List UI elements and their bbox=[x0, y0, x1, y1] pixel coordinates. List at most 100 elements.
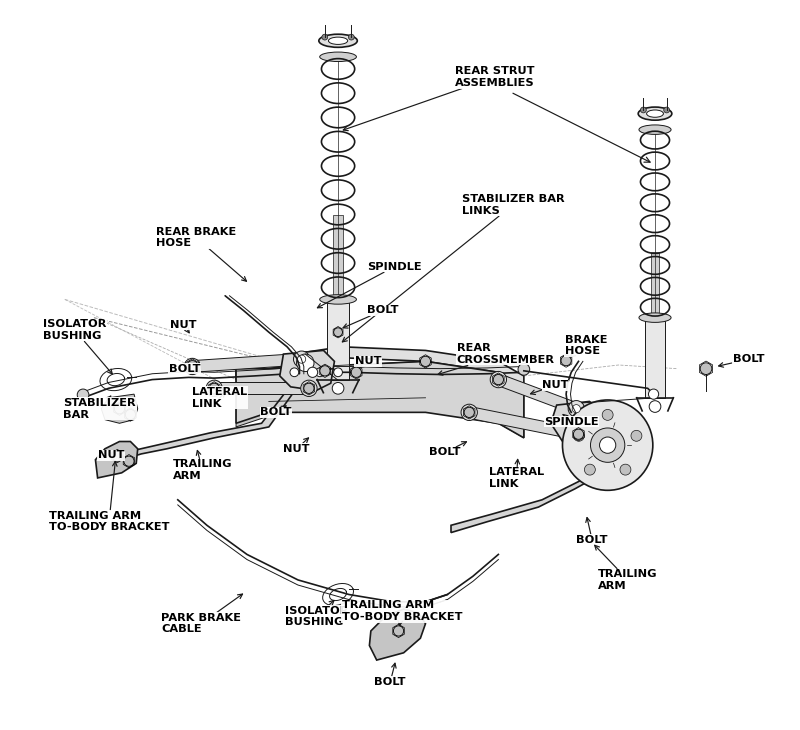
Text: REAR
CROSSMEMBER: REAR CROSSMEMBER bbox=[438, 343, 555, 375]
Text: ISOLATOR
BUSHING: ISOLATOR BUSHING bbox=[285, 600, 348, 627]
Circle shape bbox=[599, 437, 616, 453]
Text: SPINDLE: SPINDLE bbox=[544, 415, 599, 427]
Circle shape bbox=[649, 401, 661, 412]
Circle shape bbox=[572, 404, 581, 412]
Circle shape bbox=[124, 456, 134, 466]
Text: BOLT: BOLT bbox=[169, 364, 201, 374]
Text: NUT: NUT bbox=[98, 450, 125, 461]
Text: BOLT: BOLT bbox=[576, 518, 608, 545]
Circle shape bbox=[114, 404, 125, 414]
Bar bbox=[333, 215, 343, 299]
Circle shape bbox=[184, 358, 201, 374]
Circle shape bbox=[421, 356, 430, 366]
Ellipse shape bbox=[646, 110, 663, 118]
Circle shape bbox=[294, 351, 310, 367]
Text: TRAILING
ARM: TRAILING ARM bbox=[594, 545, 658, 591]
Polygon shape bbox=[236, 347, 524, 387]
Circle shape bbox=[561, 356, 571, 366]
Circle shape bbox=[574, 429, 584, 439]
Circle shape bbox=[461, 404, 478, 420]
Polygon shape bbox=[95, 442, 138, 478]
Text: PARK BRAKE
CABLE: PARK BRAKE CABLE bbox=[161, 594, 242, 634]
Text: TRAILING
ARM: TRAILING ARM bbox=[173, 450, 232, 481]
Circle shape bbox=[298, 355, 306, 364]
Circle shape bbox=[297, 354, 314, 372]
Circle shape bbox=[332, 383, 344, 394]
Circle shape bbox=[349, 34, 354, 40]
Circle shape bbox=[700, 363, 712, 374]
Circle shape bbox=[641, 107, 646, 113]
Bar bbox=[646, 318, 665, 398]
Ellipse shape bbox=[329, 37, 348, 45]
Circle shape bbox=[315, 368, 324, 377]
Polygon shape bbox=[214, 383, 309, 394]
Text: BOLT: BOLT bbox=[429, 442, 466, 458]
Text: STABILIZER
BAR: STABILIZER BAR bbox=[63, 396, 136, 420]
Text: TRAILING ARM
TO-BODY BRACKET: TRAILING ARM TO-BODY BRACKET bbox=[342, 601, 462, 626]
Text: NUT: NUT bbox=[283, 438, 310, 454]
Circle shape bbox=[490, 372, 506, 388]
Polygon shape bbox=[498, 372, 524, 438]
Text: LATERAL
LINK: LATERAL LINK bbox=[489, 459, 544, 488]
Bar bbox=[327, 299, 350, 380]
Polygon shape bbox=[496, 374, 578, 414]
Text: REAR STRUT
ASSEMBLIES: REAR STRUT ASSEMBLIES bbox=[343, 66, 534, 131]
Ellipse shape bbox=[319, 34, 358, 47]
Circle shape bbox=[206, 380, 222, 396]
Polygon shape bbox=[551, 402, 608, 449]
Circle shape bbox=[322, 34, 328, 40]
Circle shape bbox=[351, 367, 362, 377]
Text: TRAILING ARM
TO-BODY BRACKET: TRAILING ARM TO-BODY BRACKET bbox=[49, 461, 170, 532]
Circle shape bbox=[562, 400, 653, 491]
Polygon shape bbox=[451, 464, 608, 533]
Polygon shape bbox=[102, 394, 138, 423]
Circle shape bbox=[301, 380, 317, 396]
Circle shape bbox=[602, 410, 613, 420]
Text: BOLT: BOLT bbox=[718, 354, 765, 367]
Text: STABILIZER BAR
LINKS: STABILIZER BAR LINKS bbox=[342, 194, 565, 342]
Ellipse shape bbox=[639, 313, 671, 323]
Bar bbox=[650, 252, 659, 318]
Circle shape bbox=[574, 430, 582, 438]
Circle shape bbox=[464, 407, 474, 418]
Text: BRAKE
HOSE: BRAKE HOSE bbox=[565, 334, 607, 357]
Circle shape bbox=[334, 368, 342, 377]
Text: LATERAL
LINK: LATERAL LINK bbox=[192, 387, 247, 409]
Circle shape bbox=[188, 362, 197, 371]
Circle shape bbox=[186, 361, 198, 372]
Ellipse shape bbox=[320, 52, 357, 61]
Polygon shape bbox=[236, 361, 524, 438]
Text: BOLT: BOLT bbox=[343, 305, 398, 328]
Circle shape bbox=[494, 375, 502, 384]
Text: NUT: NUT bbox=[530, 380, 569, 394]
Circle shape bbox=[570, 426, 586, 442]
Circle shape bbox=[320, 366, 330, 376]
Circle shape bbox=[126, 410, 135, 420]
Polygon shape bbox=[119, 376, 302, 460]
Circle shape bbox=[494, 374, 503, 385]
Circle shape bbox=[307, 367, 318, 377]
Circle shape bbox=[568, 401, 585, 417]
Circle shape bbox=[112, 451, 122, 461]
Polygon shape bbox=[192, 353, 302, 372]
Circle shape bbox=[518, 364, 530, 375]
Circle shape bbox=[664, 107, 670, 113]
Ellipse shape bbox=[638, 107, 672, 120]
Ellipse shape bbox=[639, 125, 671, 134]
Polygon shape bbox=[468, 407, 580, 440]
Circle shape bbox=[78, 389, 89, 401]
Text: SPINDLE: SPINDLE bbox=[318, 261, 422, 308]
Circle shape bbox=[290, 368, 298, 377]
Polygon shape bbox=[370, 609, 426, 660]
Text: REAR BRAKE
HOSE: REAR BRAKE HOSE bbox=[156, 227, 246, 281]
Circle shape bbox=[209, 383, 219, 393]
Circle shape bbox=[465, 408, 474, 416]
Circle shape bbox=[649, 389, 658, 399]
Polygon shape bbox=[280, 350, 334, 391]
Ellipse shape bbox=[320, 295, 357, 304]
Circle shape bbox=[574, 430, 584, 441]
Text: NUT: NUT bbox=[355, 356, 382, 367]
Circle shape bbox=[631, 430, 642, 441]
Circle shape bbox=[394, 626, 404, 636]
Text: BOLT: BOLT bbox=[260, 406, 292, 418]
